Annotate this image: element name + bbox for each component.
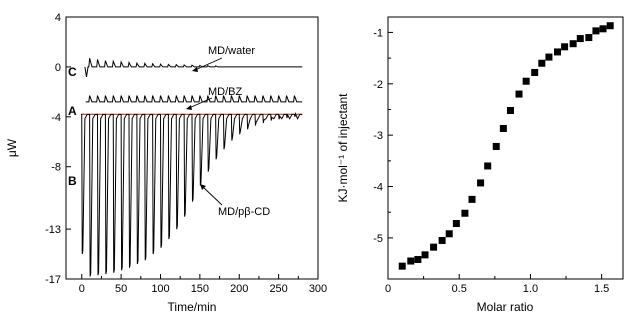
data-point <box>576 35 584 43</box>
left-x-tick-label: 100 <box>151 283 169 295</box>
trace-md-pbcd <box>80 111 303 277</box>
annotation-md-pbcd-arrowhead <box>200 184 206 190</box>
panel-letter-b: B <box>68 174 77 188</box>
data-point <box>445 230 453 238</box>
left-x-tick-label: 300 <box>309 283 327 295</box>
data-point <box>468 195 476 203</box>
data-point <box>599 25 607 33</box>
annotation-md-bz-arrowhead <box>186 105 192 110</box>
annotation-md-bz-arrow <box>188 97 213 109</box>
right-y-tick-label: -4 <box>373 182 383 194</box>
right-x-tick-label: 0.5 <box>452 283 467 295</box>
data-point <box>561 43 569 51</box>
right-data-points <box>398 22 614 270</box>
right-y-tick-label: -3 <box>373 130 383 142</box>
annotation-md-bz: MD/BZ <box>208 86 243 98</box>
data-point <box>438 236 446 244</box>
annotation-md-water-arrowhead <box>192 67 198 72</box>
data-point <box>499 124 507 132</box>
right-y-tick-label: -1 <box>373 27 383 39</box>
data-point <box>452 220 460 228</box>
data-point <box>515 90 523 98</box>
right-x-tick-label: 1.0 <box>523 283 538 295</box>
left-x-tick-label: 50 <box>115 283 127 295</box>
data-point <box>484 162 492 170</box>
data-point <box>430 243 438 251</box>
left-plot-frame <box>65 16 319 280</box>
left-y-tick-label: -13 <box>45 224 61 236</box>
data-point <box>421 251 429 259</box>
panel-letter-a: A <box>68 104 77 118</box>
left-y-ticks: 4 0 -4 -8 -13 -17 <box>45 12 71 286</box>
left-x-tick-label: 150 <box>191 283 209 295</box>
left-traces <box>80 58 303 277</box>
data-point <box>585 34 593 42</box>
data-point <box>522 77 530 85</box>
right-x-tick-label: 0 <box>385 283 391 295</box>
right-y-tick-label: -5 <box>373 233 383 245</box>
left-x-tick-label: 250 <box>269 283 287 295</box>
left-y-axis-title: μW <box>5 138 19 157</box>
left-x-axis-title: Time/min <box>168 300 217 314</box>
data-point <box>592 27 600 35</box>
data-point <box>461 209 469 217</box>
data-point <box>545 53 553 61</box>
annotation-md-pbcd-arrow <box>202 186 223 206</box>
data-point <box>506 106 514 114</box>
right-plot-frame <box>387 16 624 280</box>
trace-md-bz <box>85 95 303 103</box>
right-y-tick-label: -2 <box>373 79 383 91</box>
data-point <box>538 59 546 67</box>
left-y-tick-label: 0 <box>55 62 61 74</box>
panel-letter-c: C <box>68 65 77 79</box>
annotation-md-pbcd: MD/pβ-CD <box>218 206 270 218</box>
data-point <box>531 68 539 76</box>
left-x-tick-label: 200 <box>230 283 248 295</box>
right-x-tick-label: 1.5 <box>594 283 609 295</box>
data-point <box>606 22 614 30</box>
annotation-md-water-arrow <box>194 57 223 71</box>
data-point <box>414 255 422 263</box>
right-x-axis-title: Molar ratio <box>477 300 534 314</box>
right-y-axis-title: KJ·mol⁻¹ of injectant <box>336 93 350 203</box>
data-point <box>398 262 406 270</box>
data-point <box>569 40 577 48</box>
data-point <box>407 257 415 265</box>
left-x-ticks: 0 50 100 150 200 250 300 <box>79 274 327 295</box>
itc-thermogram-panel: 0 50 100 150 200 250 300 4 0 -4 -8 -13 -17 Time/min… <box>5 12 327 314</box>
annotation-md-water: MD/water <box>208 45 255 57</box>
binding-isotherm-panel: 0 0.5 1.0 1.5 -1 -2 -3 -4 -5 Molar ratio KJ·mol… <box>336 16 624 314</box>
data-point <box>477 179 485 187</box>
data-point <box>553 48 561 56</box>
left-y-tick-label: -17 <box>45 274 61 286</box>
left-y-tick-label: -8 <box>51 162 61 174</box>
trace-md-water <box>84 58 303 77</box>
right-y-ticks: -1 -2 -3 -4 -5 <box>373 27 393 245</box>
left-y-tick-label: -4 <box>51 112 61 124</box>
left-x-tick-label: 0 <box>79 283 85 295</box>
right-x-ticks: 0 0.5 1.0 1.5 <box>385 274 609 295</box>
data-point <box>492 142 500 150</box>
left-y-tick-label: 4 <box>55 12 61 24</box>
